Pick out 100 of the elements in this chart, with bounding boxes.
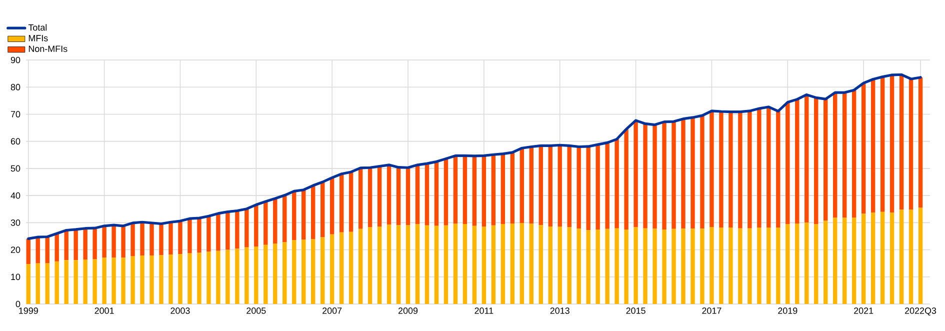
bar [500,224,506,304]
bar [54,234,59,262]
bar [45,263,50,304]
bar [226,212,230,250]
bar [254,204,258,247]
bar [330,178,334,234]
bar [45,236,50,264]
bar [406,168,410,226]
bar [776,111,780,228]
bar [786,102,790,224]
bar [415,224,420,304]
bar [244,208,249,248]
bar [690,117,695,229]
x-tick-label: 2009 [398,308,418,314]
y-tick-label: 40 [10,192,20,199]
bar [434,226,439,304]
bar [766,228,771,304]
bar [852,218,856,304]
y-tick-label: 10 [11,274,20,280]
bar [710,227,714,304]
bar [728,112,733,228]
bar [178,254,182,304]
y-tick-label: 30 [10,219,20,226]
bar [453,156,458,224]
bar [424,225,430,304]
bar [64,230,68,260]
bar [738,228,742,304]
bar [424,164,430,226]
bar [377,226,382,304]
bar [396,225,401,304]
bar [235,248,240,304]
bar [206,252,211,304]
bar [168,254,173,304]
bar [320,182,325,238]
bar [672,122,676,229]
bar [112,258,116,304]
bar [26,264,30,304]
bar [824,220,828,304]
bar [472,156,477,226]
bar [358,228,363,304]
x-tick-label: 2013 [550,308,570,314]
bar [159,224,164,256]
bar [273,198,278,244]
bar [500,154,506,224]
legend-label: MFIs [28,35,48,42]
bar [652,124,657,229]
bar [264,244,268,304]
bar [330,234,334,304]
bar [700,228,704,304]
bar [444,158,448,226]
bar [605,228,610,304]
bar [188,218,192,254]
bar [529,146,534,224]
bar [130,222,135,256]
x-tick-label: 2011 [474,308,494,314]
bar [386,164,392,225]
bar [634,227,638,304]
bar [216,213,220,251]
bar [64,260,68,304]
bar [804,94,809,223]
bar [226,250,230,304]
bar [586,146,590,230]
bar [510,152,515,224]
bar [748,110,752,228]
bar [216,250,220,304]
bar [36,263,40,304]
bar [861,214,866,304]
bar [92,259,97,304]
bar [824,99,828,221]
bar [74,229,78,260]
bar [188,253,192,304]
bar [453,224,458,304]
bar [700,116,704,229]
bar [377,166,382,226]
x-tick-label: 2017 [702,308,722,314]
bar [282,242,287,304]
bar [624,229,628,304]
bar [776,228,780,304]
bar [652,228,657,304]
bar [538,146,543,226]
bar [368,227,372,304]
bar [112,225,116,258]
bar [833,218,838,304]
bar [54,261,59,304]
bar [596,144,600,230]
bar [368,168,372,228]
x-tick-label: 2001 [94,308,114,314]
bar [757,108,762,228]
bar [548,146,552,226]
bar [140,222,144,256]
bar [567,146,572,228]
bar [491,225,496,304]
bar [36,237,40,264]
bar [614,139,619,228]
bar [890,74,894,213]
bar [833,92,838,218]
bar [719,228,724,304]
bar [870,79,876,213]
bar [672,228,676,304]
bar [596,229,600,304]
